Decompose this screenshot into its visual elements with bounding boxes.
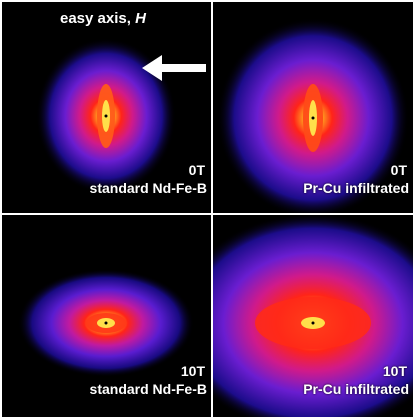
- sample-label: Pr-Cu infiltrated: [303, 180, 409, 196]
- panel-prcu-10t: 10T Pr-Cu infiltrated: [213, 215, 413, 417]
- scattering-pattern: [217, 18, 409, 213]
- panel-standard-10t: 10T standard Nd-Fe-B: [2, 215, 211, 417]
- panel-standard-0t: easy axis, H 0T standard Nd-Fe-B: [2, 2, 211, 213]
- arrow-left-icon: [142, 55, 206, 81]
- field-label: 10T: [180, 363, 205, 379]
- panel-prcu-0t: 0T Pr-Cu infiltrated: [213, 2, 413, 213]
- sample-label: standard Nd-Fe-B: [89, 180, 207, 196]
- easy-axis-label: easy axis, H: [60, 10, 146, 27]
- scattering-pattern: [213, 215, 413, 417]
- field-label: 0T: [188, 162, 205, 178]
- sample-label: Pr-Cu infiltrated: [303, 381, 409, 397]
- field-label: 10T: [382, 363, 407, 379]
- scattering-pattern: [36, 38, 176, 194]
- field-label: 0T: [390, 162, 407, 178]
- sample-label: standard Nd-Fe-B: [89, 381, 207, 397]
- scattering-pattern: [18, 269, 194, 377]
